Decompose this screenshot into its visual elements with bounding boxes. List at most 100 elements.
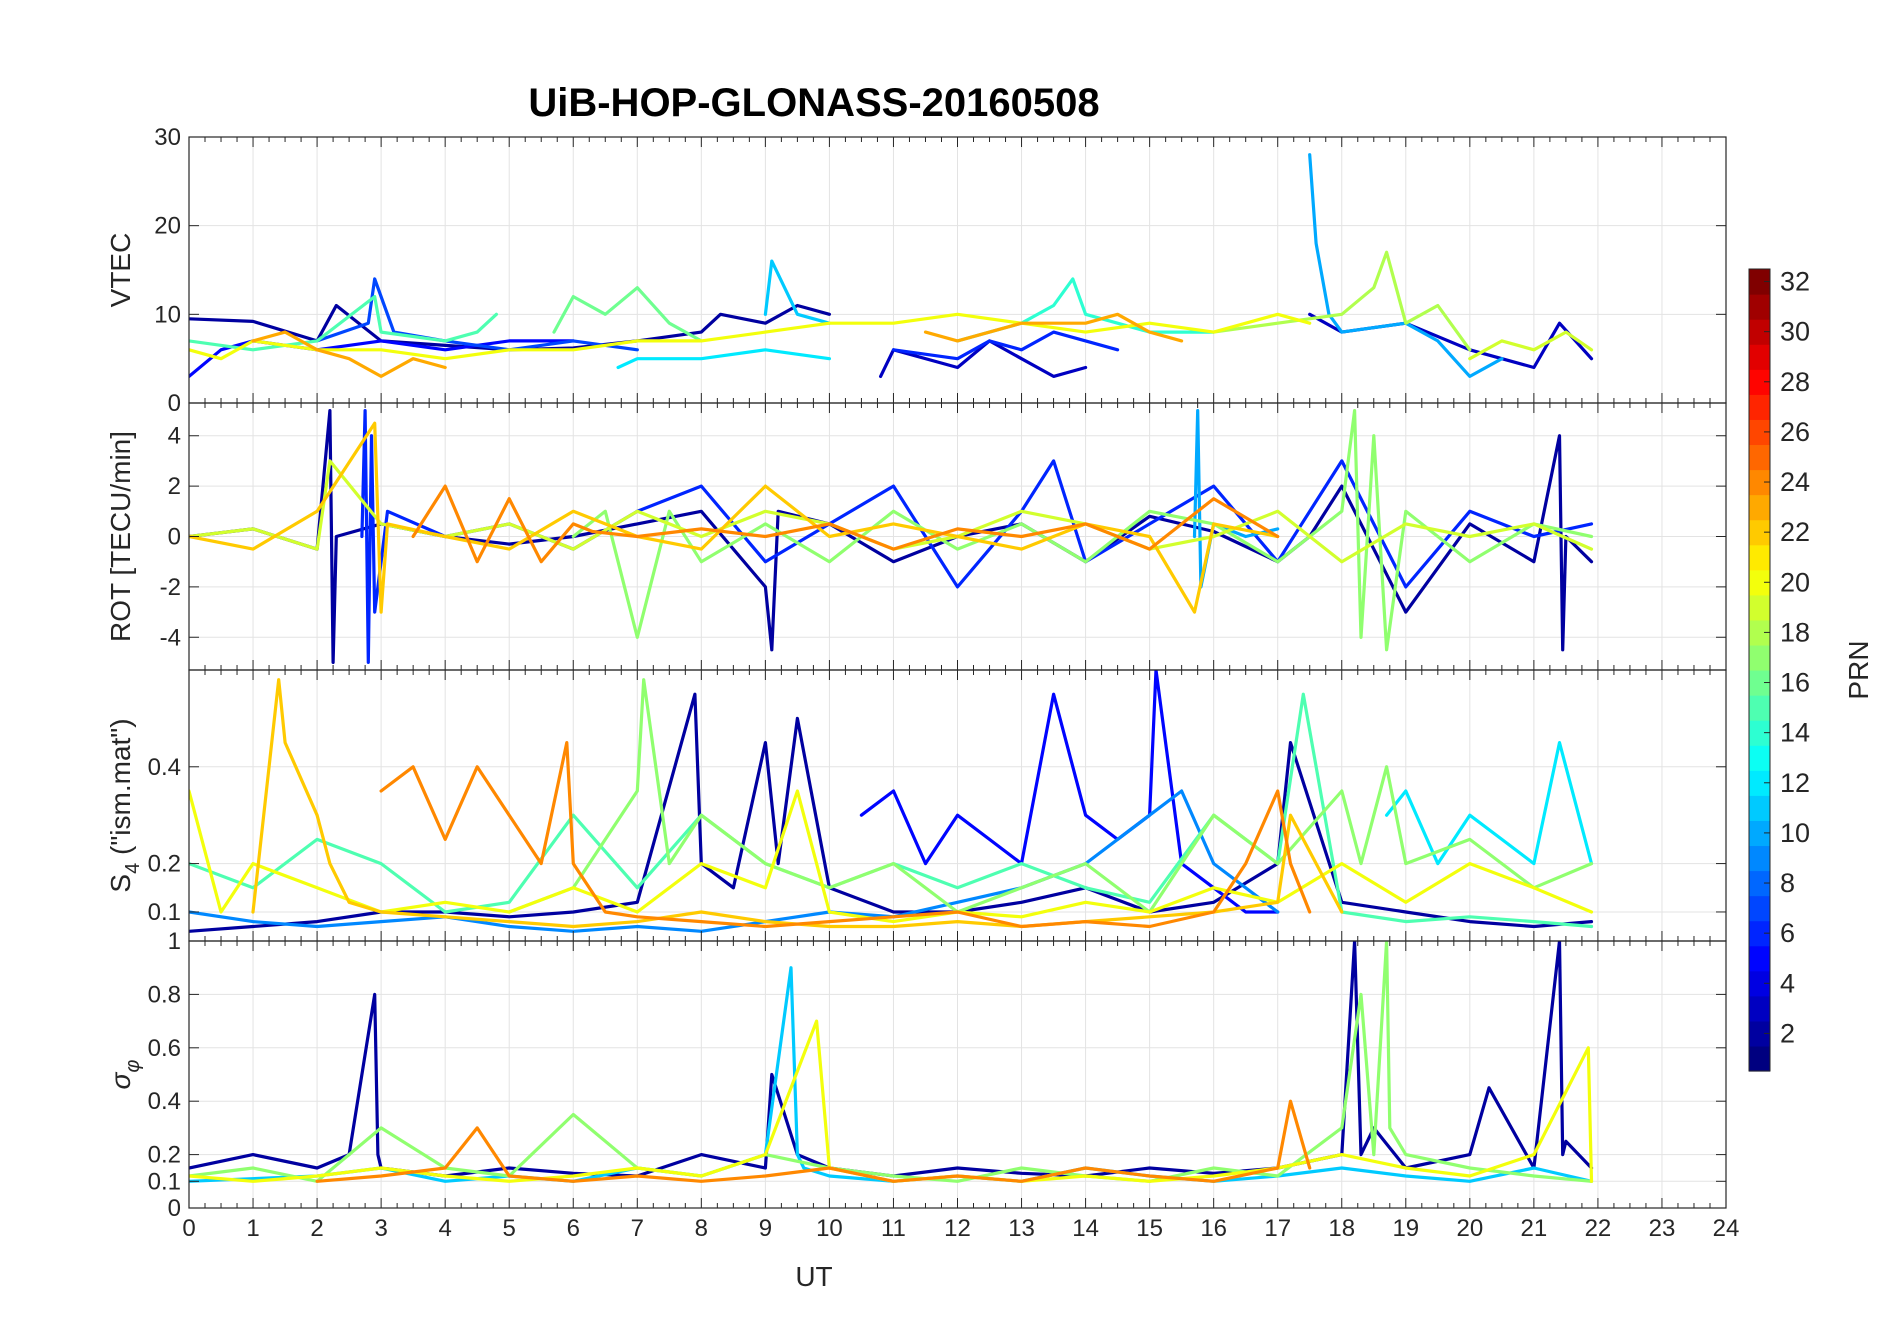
x-tick-label: 18 — [1328, 1215, 1355, 1242]
series-line-prn-22 — [189, 421, 1280, 614]
y-tick-label: 0 — [168, 390, 181, 417]
colorbar-swatch — [1749, 469, 1770, 496]
colorbar-tick-label: 30 — [1780, 317, 1810, 347]
series-line-prn-17 — [571, 409, 1594, 652]
series-line-prn-5 — [189, 339, 575, 378]
colorbar-swatch — [1749, 695, 1770, 721]
y-tick-label: 10 — [154, 301, 181, 328]
y-tick-label: 20 — [154, 213, 181, 240]
x-tick-label: 20 — [1456, 1215, 1483, 1242]
y-tick-label: 4 — [168, 423, 181, 450]
colorbar-swatch — [1749, 670, 1770, 696]
panel-sigma: 00.10.2 0.4 0.6 0.8 1 σφ — [105, 928, 1727, 1222]
y-axis-label: σφ — [105, 1060, 144, 1090]
colorbar-swatch — [1749, 344, 1770, 370]
colorbar-swatch — [1749, 920, 1770, 947]
series-line-prn-6 — [891, 330, 1120, 361]
series-line-prn-23 — [923, 312, 1184, 343]
colorbar-swatch — [1749, 1045, 1770, 1072]
series-line-prn-22 — [251, 678, 1344, 929]
x-tick-label: 17 — [1264, 1215, 1291, 1242]
x-tick-label: 13 — [1008, 1215, 1035, 1242]
x-tick-label: 19 — [1392, 1215, 1419, 1242]
colorbar-swatch — [1749, 544, 1770, 571]
x-tick-label: 4 — [438, 1215, 451, 1242]
y-tick-label: -2 — [160, 574, 181, 601]
colorbar-swatch — [1749, 569, 1770, 596]
series-line-prn-16 — [552, 286, 703, 343]
colorbar-swatch — [1749, 519, 1770, 546]
colorbar-label: PRN — [1843, 640, 1874, 699]
x-tick-label: 6 — [567, 1215, 580, 1242]
colorbar-swatch — [1749, 419, 1770, 446]
series-line-prn-20 — [189, 789, 1594, 924]
colorbar-tick-label: 10 — [1780, 818, 1810, 848]
colorbar-swatch — [1749, 369, 1770, 395]
colorbar-swatch — [1749, 870, 1770, 897]
colorbar-swatch — [1749, 845, 1770, 872]
x-tick-label: 2 — [310, 1215, 323, 1242]
colorbar-tick-label: 24 — [1780, 467, 1810, 497]
y-tick-label: 0 — [168, 1195, 181, 1222]
series-line-prn-24 — [379, 741, 1312, 929]
colorbar-swatch — [1749, 319, 1770, 345]
series-line-prn-2 — [189, 941, 1594, 1178]
series-line-prn-12 — [1385, 741, 1594, 866]
colorbar-tick-label: 32 — [1780, 267, 1810, 297]
series-line-prn-6 — [360, 409, 1594, 664]
x-tick-label: 11 — [881, 1215, 906, 1242]
colorbar-swatch — [1749, 720, 1770, 746]
colorbar-swatch — [1749, 644, 1770, 671]
y-tick-label: 0.8 — [148, 981, 181, 1008]
y-tick-label: 0.1 — [148, 1168, 181, 1195]
series-line-prn-23 — [251, 330, 447, 378]
colorbar-swatch — [1749, 269, 1770, 295]
x-tick-label: 3 — [374, 1215, 387, 1242]
x-tick-label: 5 — [503, 1215, 516, 1242]
chart-title: UiB-HOP-GLONASS-20160508 — [528, 81, 1099, 125]
colorbar-tick-label: 4 — [1780, 968, 1795, 998]
y-axis-label: S4 ("ism.mat") — [105, 718, 144, 892]
y-axis-label: ROT [TECU/min] — [105, 431, 136, 642]
colorbar-swatch — [1749, 394, 1770, 420]
colorbar-tick-label: 2 — [1780, 1018, 1795, 1048]
x-tick-label: 9 — [759, 1215, 772, 1242]
series-group — [189, 670, 1594, 933]
series-line-prn-19 — [1468, 330, 1594, 361]
colorbar-tick-label: 28 — [1780, 367, 1810, 397]
y-tick-label: 0.2 — [148, 1142, 181, 1169]
x-tick-labels: 0 1 2 3 4 5 6 7 8 9 10 11 12 13 14 15 16 17 18 19 20 21 22 23 24 — [182, 1215, 1739, 1242]
x-tick-label: 10 — [816, 1215, 843, 1242]
colorbar-swatch — [1749, 970, 1770, 997]
series-line-prn-12 — [616, 348, 831, 370]
panel-rot: -4 -2 0 2 4 ROT [TECU/min] — [105, 402, 1727, 671]
colorbar-swatch — [1749, 995, 1770, 1022]
x-axis-label: UT — [795, 1261, 832, 1292]
y-tick-label: 0.4 — [148, 1088, 181, 1115]
series-line-prn-24 — [315, 1099, 1312, 1183]
series-line-prn-5 — [859, 670, 1280, 914]
y-tick-label: 2 — [168, 473, 181, 500]
y-tick-label: 0.6 — [148, 1035, 181, 1062]
y-axis-label: VTEC — [105, 233, 136, 308]
series-line-prn-9 — [189, 789, 1280, 933]
x-tick-label: 1 — [246, 1215, 259, 1242]
y-tick-label: 30 — [154, 124, 181, 151]
colorbar-swatch — [1749, 494, 1770, 521]
series-line-prn-15 — [189, 295, 498, 352]
colorbar-swatch — [1749, 294, 1770, 320]
series-line-prn-2 — [189, 409, 1594, 664]
panel-vtec: 0 10 20 30 VTEC — [105, 124, 1727, 417]
series-line-prn-10 — [1308, 153, 1504, 378]
colorbar-swatch — [1749, 895, 1770, 922]
colorbar-tick-label: 20 — [1780, 567, 1810, 597]
x-tick-label: 14 — [1072, 1215, 1099, 1242]
series-group — [189, 153, 1594, 378]
grid — [188, 670, 1727, 941]
x-tick-label: 16 — [1200, 1215, 1227, 1242]
y-tick-label: 1 — [168, 928, 181, 955]
colorbar-swatch — [1749, 594, 1770, 621]
colorbar-swatch — [1749, 795, 1770, 821]
